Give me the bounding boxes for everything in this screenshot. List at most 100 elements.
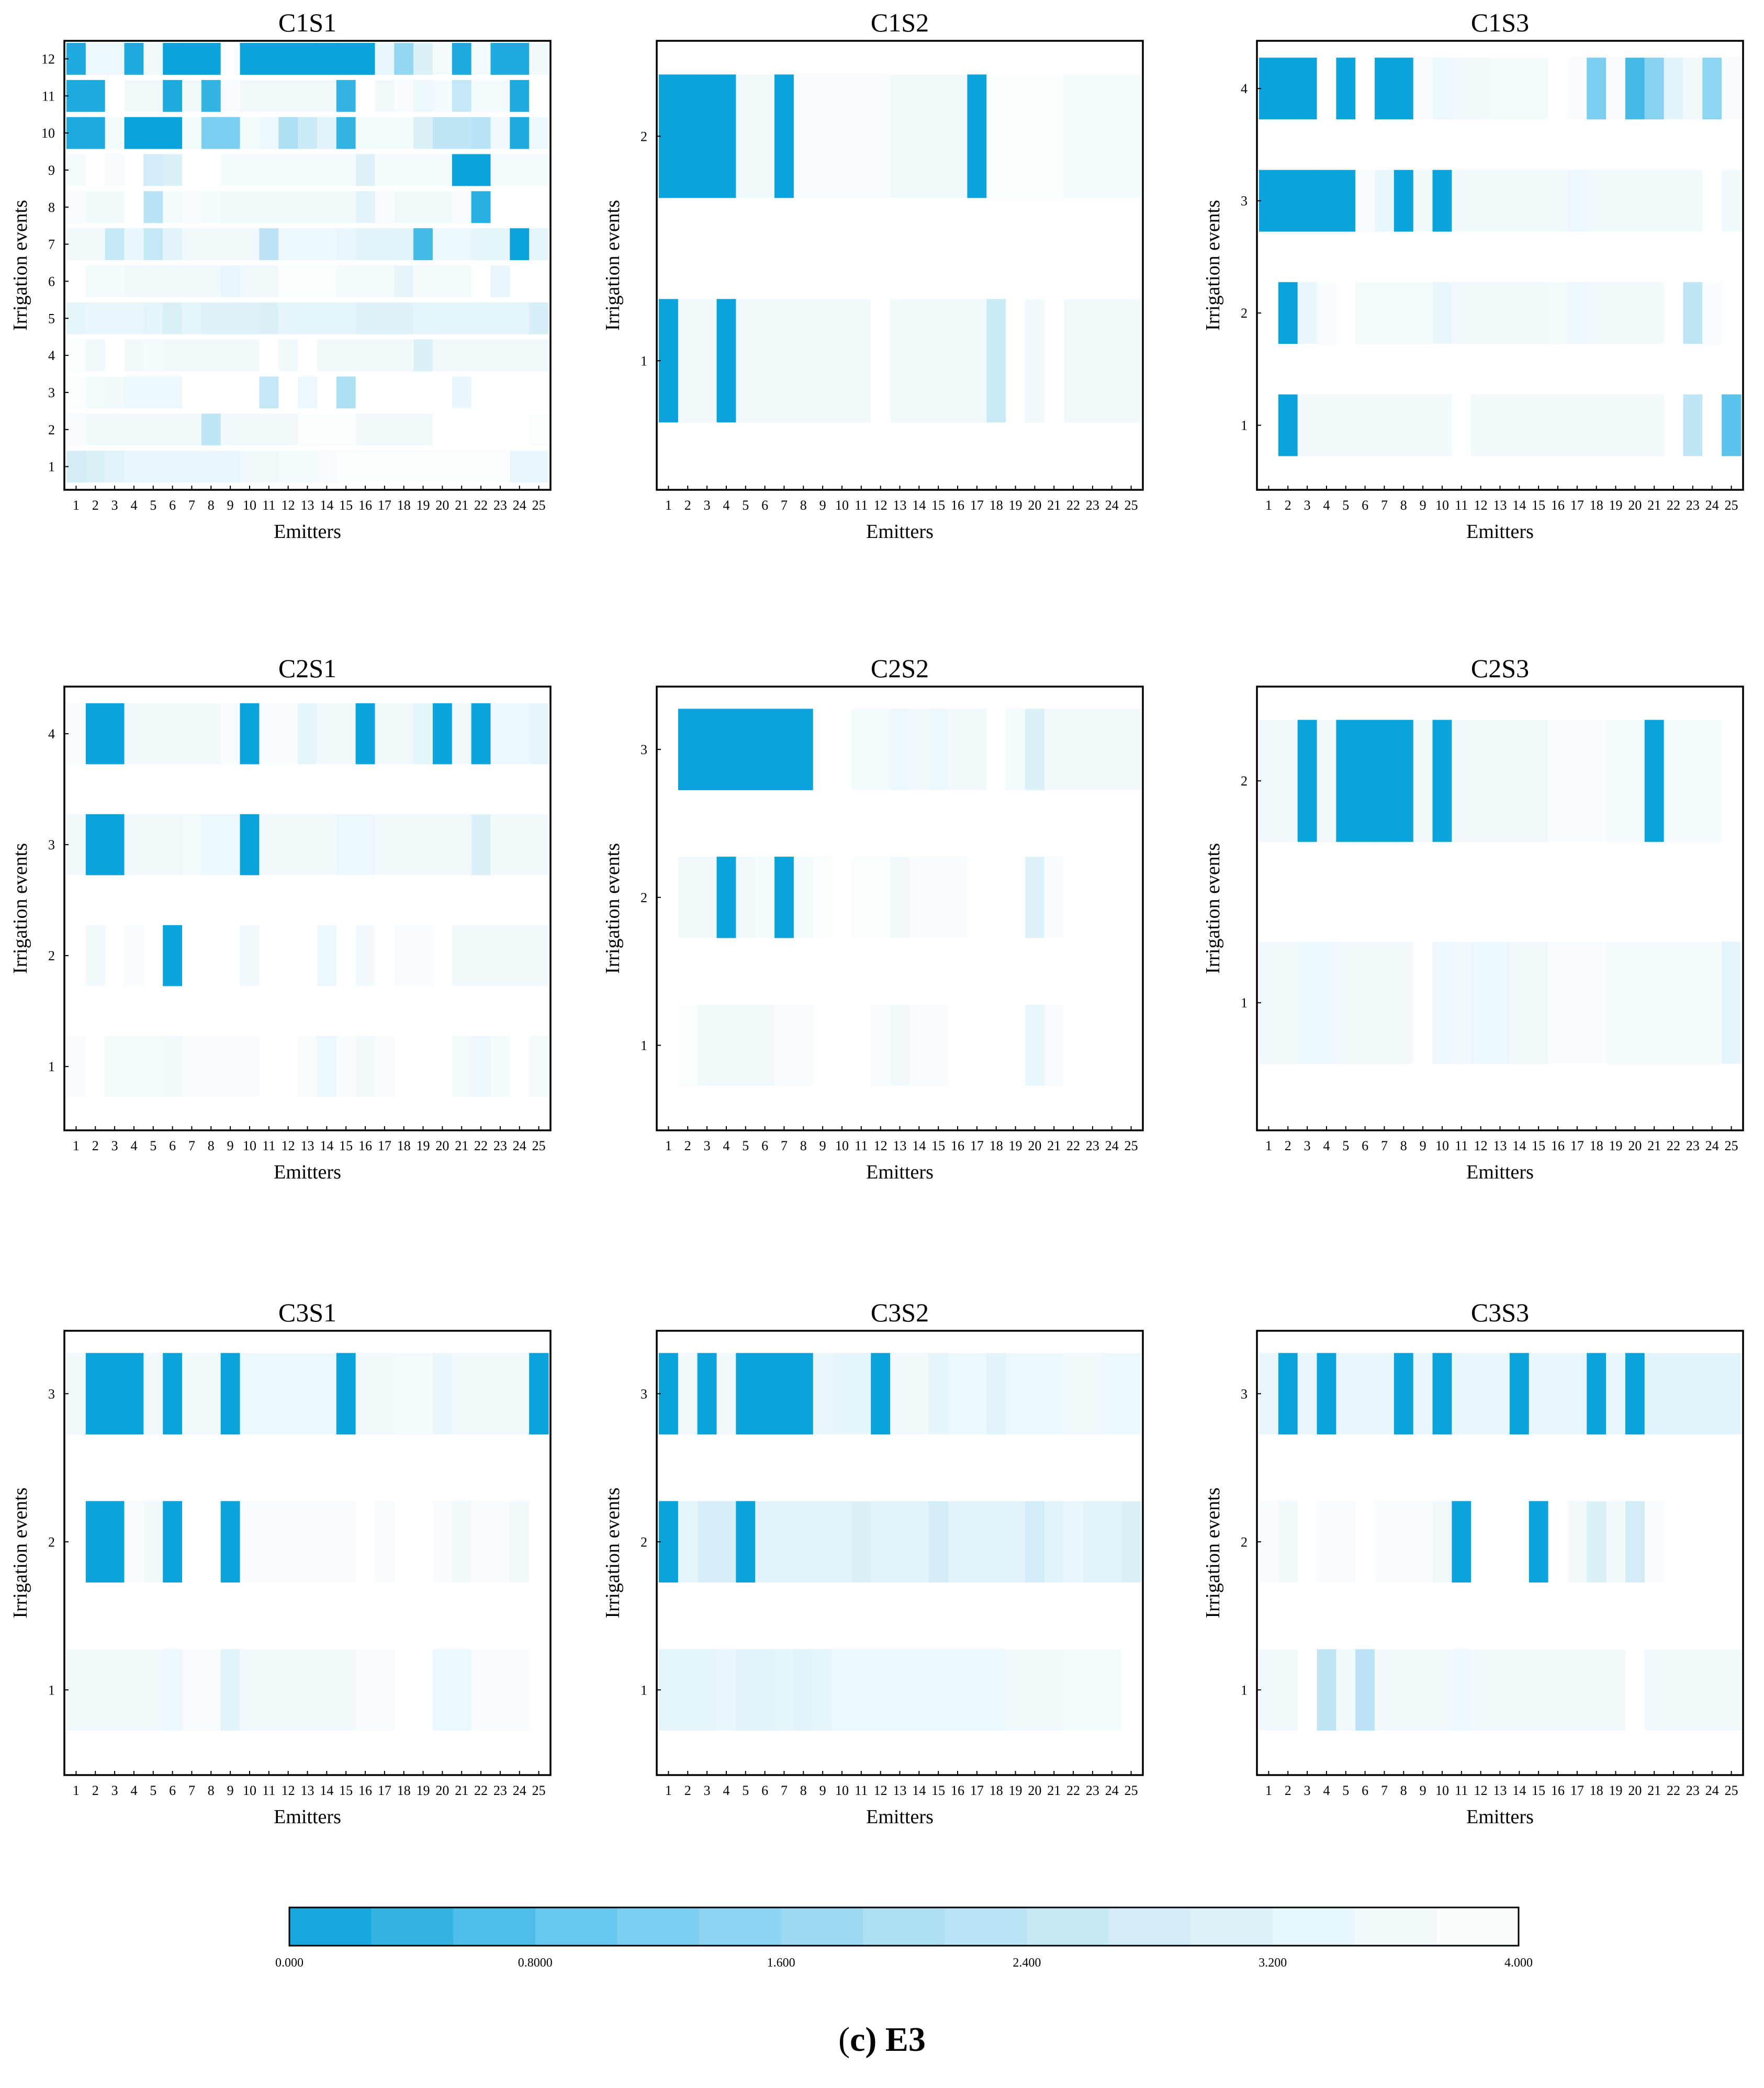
x-tick-label: 8 [1400, 498, 1407, 513]
heatmap-cell [529, 703, 549, 765]
heatmap-cell [105, 302, 125, 334]
heatmap-cell [471, 925, 491, 986]
heatmap-cell [529, 302, 549, 334]
heatmap-cell [375, 1501, 395, 1583]
x-tick-label: 9 [227, 1138, 234, 1153]
heatmap-cell [1567, 1353, 1587, 1435]
heatmap-cell [490, 1649, 510, 1731]
heatmap-cell [298, 1353, 318, 1435]
heatmap-cell [529, 814, 549, 875]
heatmap-cell [124, 814, 144, 875]
colorbar-swatch [617, 1907, 700, 1946]
heatmap-cell [124, 451, 144, 483]
heatmap-cell [986, 1004, 1006, 1086]
heatmap-cell [1278, 1649, 1298, 1731]
x-tick-label: 18 [1590, 1138, 1603, 1153]
heatmap-cell [774, 1004, 794, 1086]
heatmap-cell [452, 154, 472, 186]
heatmap-cell [813, 1353, 833, 1435]
heatmap-cell [317, 703, 337, 765]
heatmap-cell [948, 1004, 968, 1086]
heatmap-cell [413, 265, 433, 297]
heatmap-cell [1317, 720, 1336, 842]
x-tick-label: 6 [1362, 1783, 1368, 1798]
heatmap-cell [355, 1036, 376, 1097]
heatmap-cell [143, 451, 163, 483]
y-axis-label: Irrigation events [602, 843, 624, 974]
heatmap-cell [1567, 1501, 1587, 1583]
heatmap-cell [1509, 720, 1530, 842]
heatmap-cell [298, 80, 318, 112]
heatmap-cell [967, 857, 987, 938]
x-tick-label: 5 [742, 498, 749, 513]
heatmap-panel-c1s2: 121 2 3 4 5 6 7 8 9 10 11 12 13 14 15 16 17 18 19 20 21 22 23 2… [602, 8, 1144, 543]
heatmap-cell [317, 1501, 337, 1583]
heatmap-cell [452, 1649, 472, 1731]
y-tick-label: 1 [1241, 995, 1248, 1011]
heatmap-cell [298, 814, 318, 875]
heatmap-cell [355, 451, 376, 483]
panel-title: C3S1 [278, 1298, 336, 1327]
heatmap-cell [986, 74, 1006, 198]
heatmap-cell [278, 191, 298, 223]
heatmap-cell [1102, 1501, 1122, 1583]
heatmap-cell [1722, 941, 1741, 1064]
x-tick-label: 14 [320, 1138, 333, 1153]
heatmap-cell [201, 191, 221, 223]
heatmap-cell [336, 302, 356, 334]
heatmap-cell [163, 228, 183, 261]
heatmap-cell [678, 1004, 698, 1086]
heatmap-cell [394, 925, 414, 986]
x-tick-label: 7 [781, 498, 788, 513]
heatmap-cell [1606, 170, 1626, 232]
x-tick-label: 4 [1323, 1138, 1330, 1153]
x-tick-label: 8 [800, 1138, 807, 1153]
x-tick-label: 14 [912, 1783, 926, 1798]
x-tick-label: 21 [455, 498, 468, 513]
heatmap-cell [1063, 1649, 1084, 1731]
heatmap-cell [220, 339, 241, 372]
heatmap-cell [278, 703, 298, 765]
heatmap-cell [510, 703, 530, 765]
heatmap-cell [716, 1353, 736, 1435]
heatmap-cell [1297, 720, 1318, 842]
heatmap-cell [355, 302, 376, 334]
heatmap-cell [143, 191, 163, 223]
heatmap-cell [1702, 58, 1722, 120]
x-tick-label: 4 [723, 1783, 729, 1798]
heatmap-cell [220, 80, 241, 112]
heatmap-cell [278, 925, 298, 986]
heatmap-cell [259, 703, 279, 765]
heatmap-cell [1432, 58, 1452, 120]
heatmap-cell [1063, 1004, 1084, 1086]
heatmap-cell [182, 451, 202, 483]
heatmap-cell [510, 1501, 530, 1583]
heatmap-cell [452, 376, 472, 409]
heatmap-cell [1259, 1501, 1279, 1583]
heatmap-cell [220, 703, 241, 765]
heatmap-cell [832, 1501, 852, 1583]
x-tick-label: 24 [513, 1783, 526, 1798]
x-tick-label: 16 [951, 1138, 964, 1153]
heatmap-cell [510, 302, 530, 334]
heatmap-cell [85, 43, 106, 75]
heatmap-cell [432, 339, 453, 372]
heatmap-cell [432, 703, 453, 765]
x-tick-label: 18 [397, 498, 411, 513]
x-tick-label: 2 [684, 1138, 691, 1153]
heatmap-cell [1567, 394, 1587, 456]
heatmap-cell [413, 80, 433, 112]
heatmap-cell [890, 857, 910, 938]
heatmap-cell [1452, 170, 1471, 232]
heatmap-cell [201, 302, 221, 334]
heatmap-cell [1567, 58, 1587, 120]
heatmap-cell [1644, 1501, 1665, 1583]
heatmap-cell [452, 80, 472, 112]
heatmap-cell [66, 339, 86, 372]
x-tick-label: 19 [1609, 1783, 1623, 1798]
heatmap-cell [375, 339, 395, 372]
heatmap-cell [1025, 857, 1045, 938]
x-tick-label: 13 [1493, 1138, 1507, 1153]
heatmap-cell [1259, 720, 1279, 842]
heatmap-cell [182, 228, 202, 261]
